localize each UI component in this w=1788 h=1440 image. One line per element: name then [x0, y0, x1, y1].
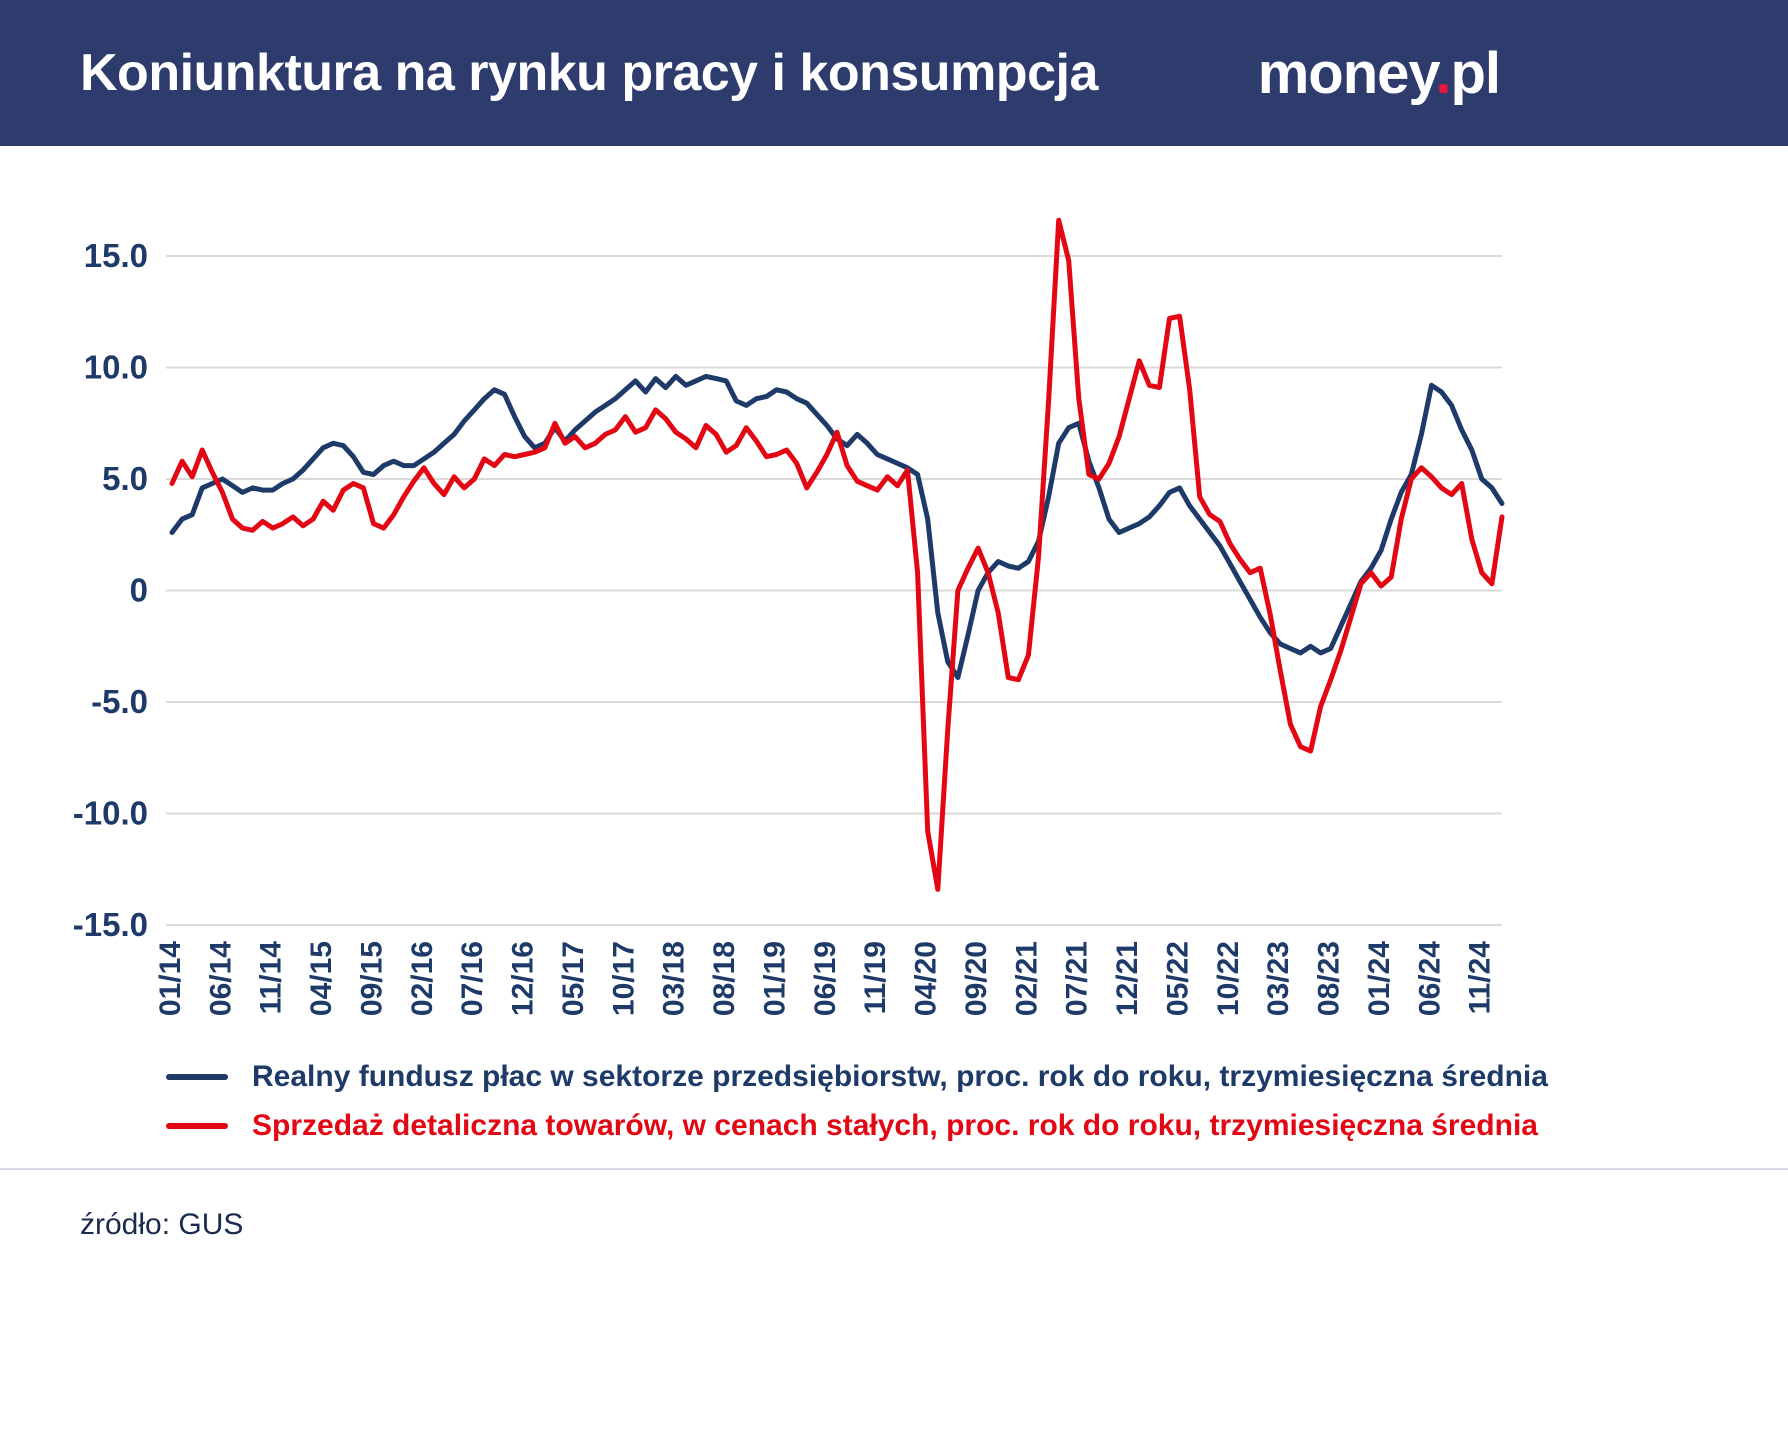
x-axis-label: 07/16 [456, 941, 489, 1016]
x-axis-label: 12/16 [507, 941, 540, 1016]
x-axis-label: 09/20 [960, 941, 993, 1016]
x-axis-label: 02/21 [1010, 941, 1043, 1016]
wage-fund-line [169, 373, 1505, 680]
x-axis-label: 04/20 [910, 941, 943, 1016]
y-axis-label: -10.0 [73, 795, 148, 832]
source-note: źródło: GUS [80, 1208, 244, 1241]
x-axis-label: 11/14 [255, 941, 288, 1015]
moneypl-logo: money.pl [1257, 40, 1501, 107]
x-axis-label: 11/19 [859, 941, 892, 1014]
x-axis-label: 06/19 [809, 941, 842, 1016]
x-axis-label: 04/15 [305, 941, 338, 1016]
x-axis-label: 08/23 [1313, 941, 1346, 1016]
x-axis-label: 05/22 [1162, 941, 1195, 1016]
x-axis-label: 05/17 [557, 941, 590, 1016]
x-axis-label: 09/15 [355, 941, 388, 1016]
infographic: Koniunktura na rynku pracy i konsumpcja … [0, 0, 1788, 1242]
logo-money-text: money [1257, 40, 1437, 106]
legend-item-wage-fund: Realny fundusz płac w sektorze przedsięb… [166, 1060, 1788, 1093]
x-axis-label: 03/23 [1262, 941, 1295, 1016]
legend-item-retail-sales: Sprzedaż detaliczna towarów, w cenach st… [166, 1109, 1788, 1142]
y-axis-label: -15.0 [73, 906, 148, 943]
retail-sales-line [169, 217, 1505, 892]
x-axis-label: 11/24 [1464, 941, 1497, 1015]
y-axis-label: 15.0 [84, 237, 148, 274]
x-axis-label: 01/24 [1363, 941, 1396, 1016]
x-axis-label: 12/21 [1111, 941, 1144, 1016]
x-axis-label: 02/16 [406, 941, 439, 1016]
legend-label-wage-fund: Realny fundusz płac w sektorze przedsięb… [252, 1060, 1548, 1093]
x-axis-label: 06/14 [204, 941, 237, 1016]
x-axis-label: 08/18 [708, 941, 741, 1016]
x-axis-label: 01/19 [758, 941, 791, 1016]
x-axis-label: 10/22 [1212, 941, 1245, 1016]
y-axis-label: 0 [130, 572, 148, 609]
x-axis-label: 01/14 [154, 941, 187, 1016]
wage-fund-line-swatch [166, 1073, 228, 1080]
logo-pl-text: pl [1450, 40, 1501, 106]
x-axis-label: 07/21 [1061, 941, 1094, 1016]
divider-line [0, 1168, 1788, 1170]
chart-area: 15.0 10.0 5.0 0 -5.0 -10.0 -15.0 01/14 06/14 11/1… [0, 146, 1788, 1142]
y-axis-label: 5.0 [102, 460, 148, 497]
logo-dot: . [1435, 40, 1451, 106]
x-axis-label: 03/18 [658, 941, 691, 1016]
footer: źródło: GUS [0, 1168, 1788, 1242]
x-axis-label: 10/17 [607, 941, 640, 1016]
x-axis-label: 06/24 [1413, 941, 1446, 1016]
line-chart: 15.0 10.0 5.0 0 -5.0 -10.0 -15.001/14 06/14 11/1… [73, 217, 1505, 1016]
y-axis-label: -5.0 [91, 683, 148, 720]
legend-label-retail-sales: Sprzedaż detaliczna towarów, w cenach st… [252, 1109, 1538, 1142]
y-axis-label: 10.0 [84, 349, 148, 386]
retail-sales-line-swatch [166, 1122, 228, 1129]
chart-legend: Realny fundusz płac w sektorze przedsięb… [166, 1060, 1788, 1142]
chart-title: Koniunktura na rynku pracy i konsumpcja [80, 44, 1098, 102]
header: Koniunktura na rynku pracy i konsumpcja … [0, 0, 1788, 146]
